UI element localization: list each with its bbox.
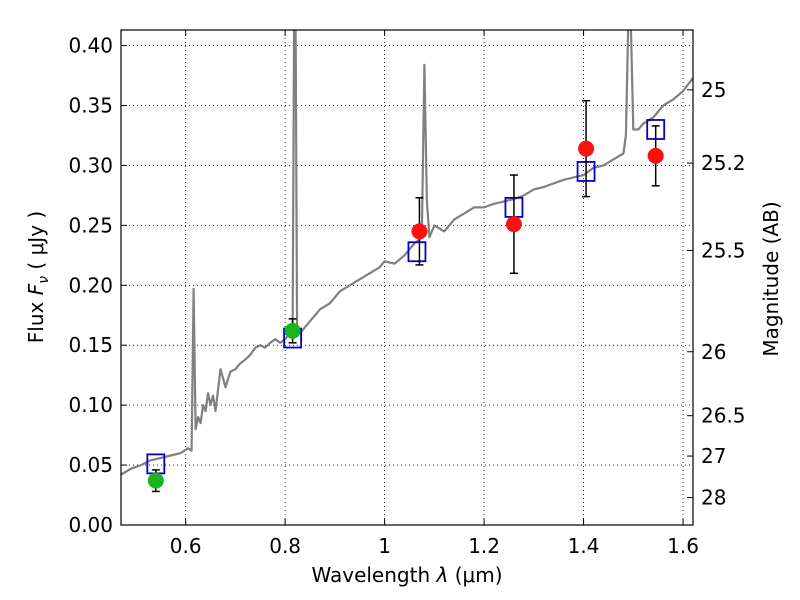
- observed-point: [647, 147, 664, 164]
- data-area: [121, 30, 693, 493]
- grid: [121, 30, 693, 526]
- mag-tick-label: 26.5: [701, 404, 746, 428]
- x-tick-label: 1.4: [568, 534, 600, 558]
- plot-frame: [120, 29, 694, 526]
- observed-point: [147, 472, 164, 489]
- y-tick-label: 0.15: [68, 333, 113, 357]
- spectrum-line: [121, 30, 693, 476]
- model-point: [407, 241, 427, 263]
- observed-point: [578, 140, 595, 157]
- observed-point: [411, 223, 428, 240]
- ticks: 0.6 0.8 1 1.2 1.4 1.6 0.00 0.05 0.10 0.15 0.20 0.25…: [68, 30, 746, 558]
- x-tick-label: 1.6: [667, 534, 699, 558]
- y-axis-label: Flux Fν ( μJy ): [24, 211, 52, 343]
- observed-point: [284, 322, 301, 339]
- y-tick-label: 0.05: [68, 453, 113, 477]
- y-tick-label: 0.10: [68, 393, 113, 417]
- y-tick-label: 0.30: [68, 153, 113, 177]
- mag-tick-label: 26: [701, 340, 726, 364]
- mag-tick-label: 25.5: [701, 238, 746, 262]
- x-tick-label: 1: [378, 534, 391, 558]
- mag-tick-label: 25.2: [701, 151, 746, 175]
- y-tick-label: 0.00: [68, 513, 113, 537]
- x-tick-label: 0.6: [170, 534, 202, 558]
- x-tick-label: 0.8: [269, 534, 301, 558]
- y-tick-label: 0.20: [68, 273, 113, 297]
- mag-tick-label: 25: [701, 78, 726, 102]
- y2-axis-label: Magnitude (AB): [759, 201, 783, 356]
- y-tick-label: 0.40: [68, 34, 113, 58]
- mag-tick-label: 28: [701, 486, 726, 510]
- y-tick-label: 0.35: [68, 94, 113, 118]
- x-axis-label: Wavelength λ (μm): [311, 563, 502, 587]
- x-tick-label: 1.2: [468, 534, 500, 558]
- mag-tick-label: 27: [701, 444, 726, 468]
- observed-point: [505, 216, 522, 233]
- y-tick-label: 0.25: [68, 213, 113, 237]
